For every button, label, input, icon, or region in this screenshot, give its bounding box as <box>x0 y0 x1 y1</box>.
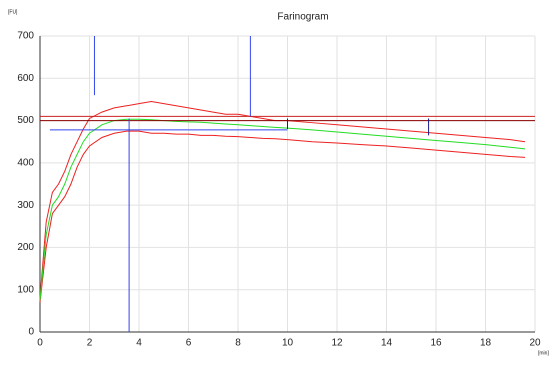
x-tick-label: 0 <box>37 338 43 349</box>
x-tick-label: 20 <box>529 338 541 349</box>
x-tick-label: 16 <box>430 338 442 349</box>
x-tick-label: 4 <box>136 338 142 349</box>
series-line <box>39 130 526 303</box>
y-tick-label: 200 <box>17 242 34 253</box>
x-tick-label: 18 <box>480 338 492 349</box>
y-tick-label: 700 <box>17 31 34 42</box>
y-tick-label: 300 <box>17 200 34 211</box>
x-tick-label: 12 <box>331 338 343 349</box>
y-tick-label: 400 <box>17 157 34 168</box>
x-tick-label: 8 <box>235 338 241 349</box>
y-tick-label: 0 <box>28 327 34 338</box>
x-tick-label: 6 <box>186 338 192 349</box>
x-axis-label: [min] <box>538 350 549 356</box>
y-tick-label: 500 <box>17 115 34 126</box>
y-tick-label: 100 <box>17 284 34 295</box>
x-tick-label: 14 <box>381 338 393 349</box>
y-tick-label: 600 <box>17 73 34 84</box>
y-axis-label: [FU] <box>8 9 18 15</box>
x-tick-label: 2 <box>87 338 93 349</box>
series-line <box>39 118 526 301</box>
x-tick-label: 10 <box>282 338 294 349</box>
chart-title: Farinogram <box>277 12 328 23</box>
series-line <box>39 101 526 299</box>
